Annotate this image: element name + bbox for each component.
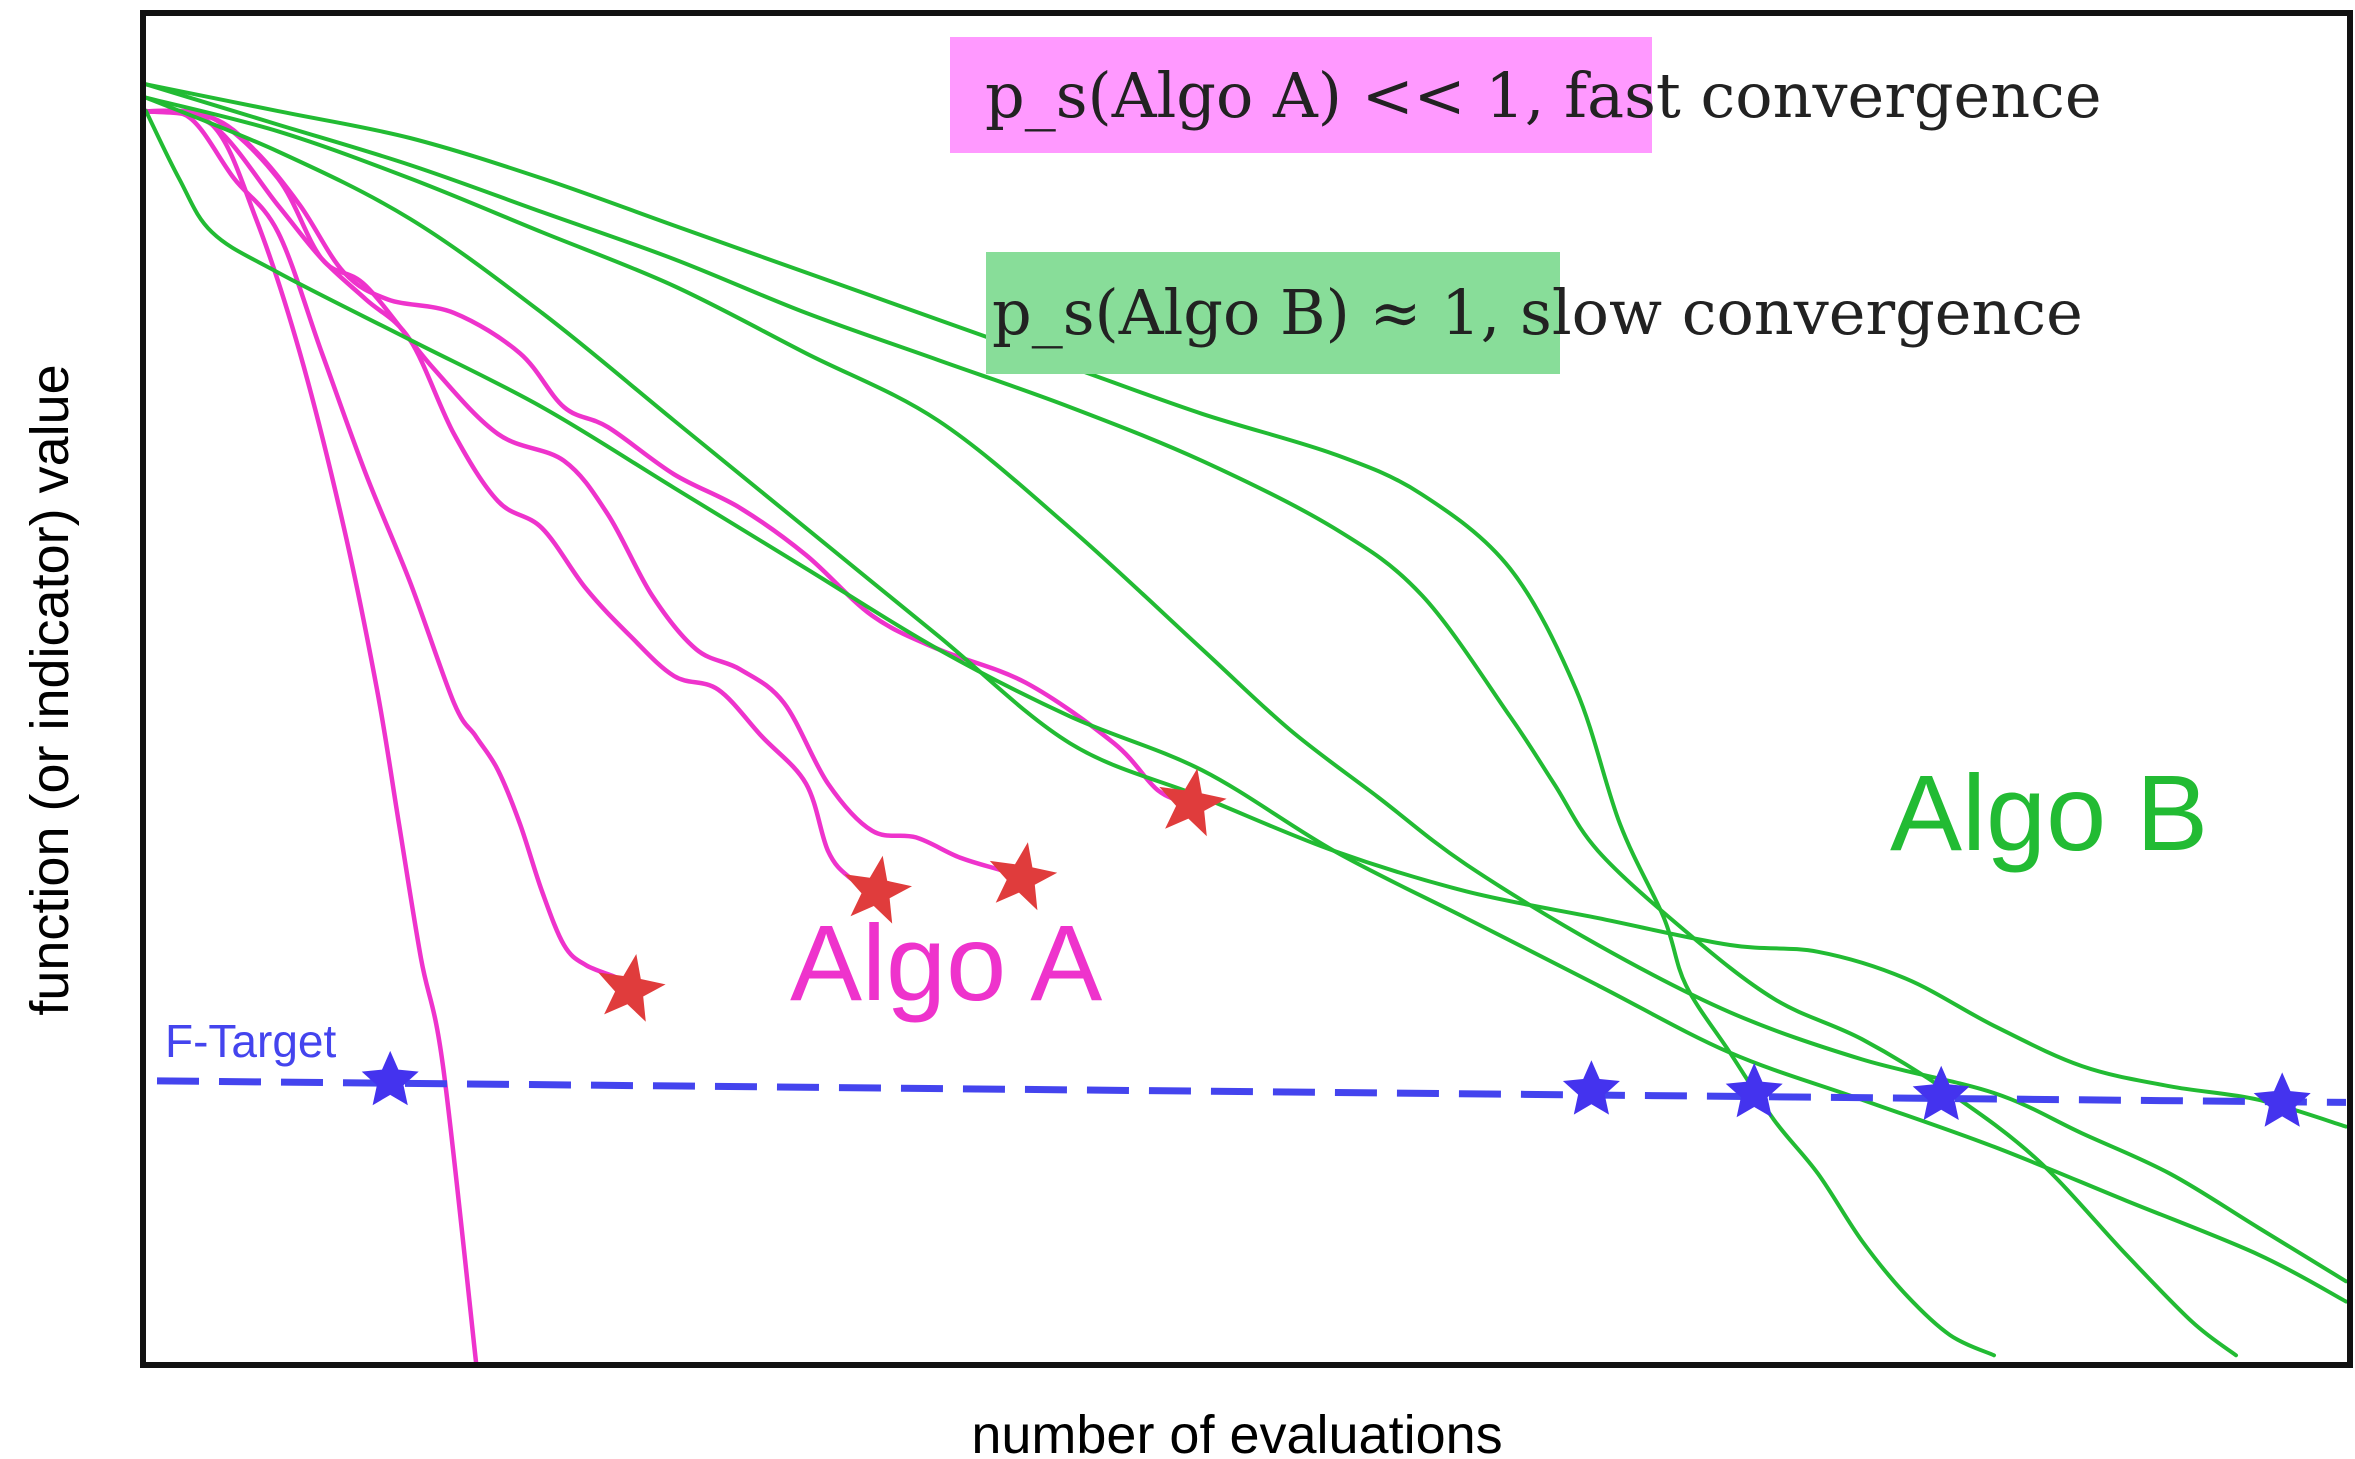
target-hit-star-5 — [2253, 1072, 2311, 1127]
f-target-line — [156, 1077, 2347, 1106]
algo-b-run-line-5 — [144, 95, 2348, 1129]
algo-b-annotation-box — [986, 252, 1560, 374]
algo-b-run-line-4 — [144, 109, 2348, 1304]
target-hit-star-4 — [1912, 1065, 1970, 1120]
algo-a-run-line-4 — [143, 108, 1024, 881]
algo-b-run-line-1 — [144, 82, 1996, 1358]
algo-a-annotation-math: p_s(Algo A) << 1, — [985, 59, 1544, 132]
star-layer — [361, 768, 2311, 1127]
target-hit-star-1 — [361, 1050, 419, 1106]
algo-a-fail-star-2 — [844, 855, 912, 924]
algo-a-run-line-3 — [143, 108, 879, 894]
algo-a-run-line-1 — [143, 108, 479, 1365]
algo-b-annotation-math: p_s(Algo B) ≈ 1, — [992, 276, 1500, 349]
f-target-label: F-Target — [165, 1015, 336, 1067]
algo-a-annotation: p_s(Algo A) << 1, fast convergence — [985, 59, 2102, 132]
algo-a-label: Algo A — [790, 902, 1102, 1023]
algo-a-annotation-box — [950, 37, 1652, 153]
plot-frame — [140, 10, 2353, 1368]
algo-a-fail-star-1 — [598, 954, 666, 1022]
algo-b-label: Algo B — [1890, 752, 2208, 873]
algo-a-run-line-5 — [143, 108, 1194, 807]
algo-a-fail-star-4 — [1159, 768, 1227, 837]
algo-a-annotation-text: fast convergence — [1544, 59, 2101, 132]
algo-a-fail-star-3 — [989, 842, 1058, 911]
x-axis-label: number of evaluations — [971, 1405, 1502, 1459]
series-layer — [143, 82, 2348, 1365]
algo-a-run-line-2 — [143, 108, 633, 992]
algo-b-run-line-3 — [144, 95, 2348, 1284]
y-axis-label: function (or indicator) value — [20, 364, 80, 1015]
target-hit-star-2 — [1562, 1060, 1620, 1115]
algo-b-annotation: p_s(Algo B) ≈ 1, slow convergence — [992, 276, 2083, 349]
algo-b-run-line-2 — [144, 82, 2238, 1358]
target-hit-star-3 — [1725, 1063, 1783, 1118]
algo-b-annotation-text: slow convergence — [1500, 276, 2083, 349]
